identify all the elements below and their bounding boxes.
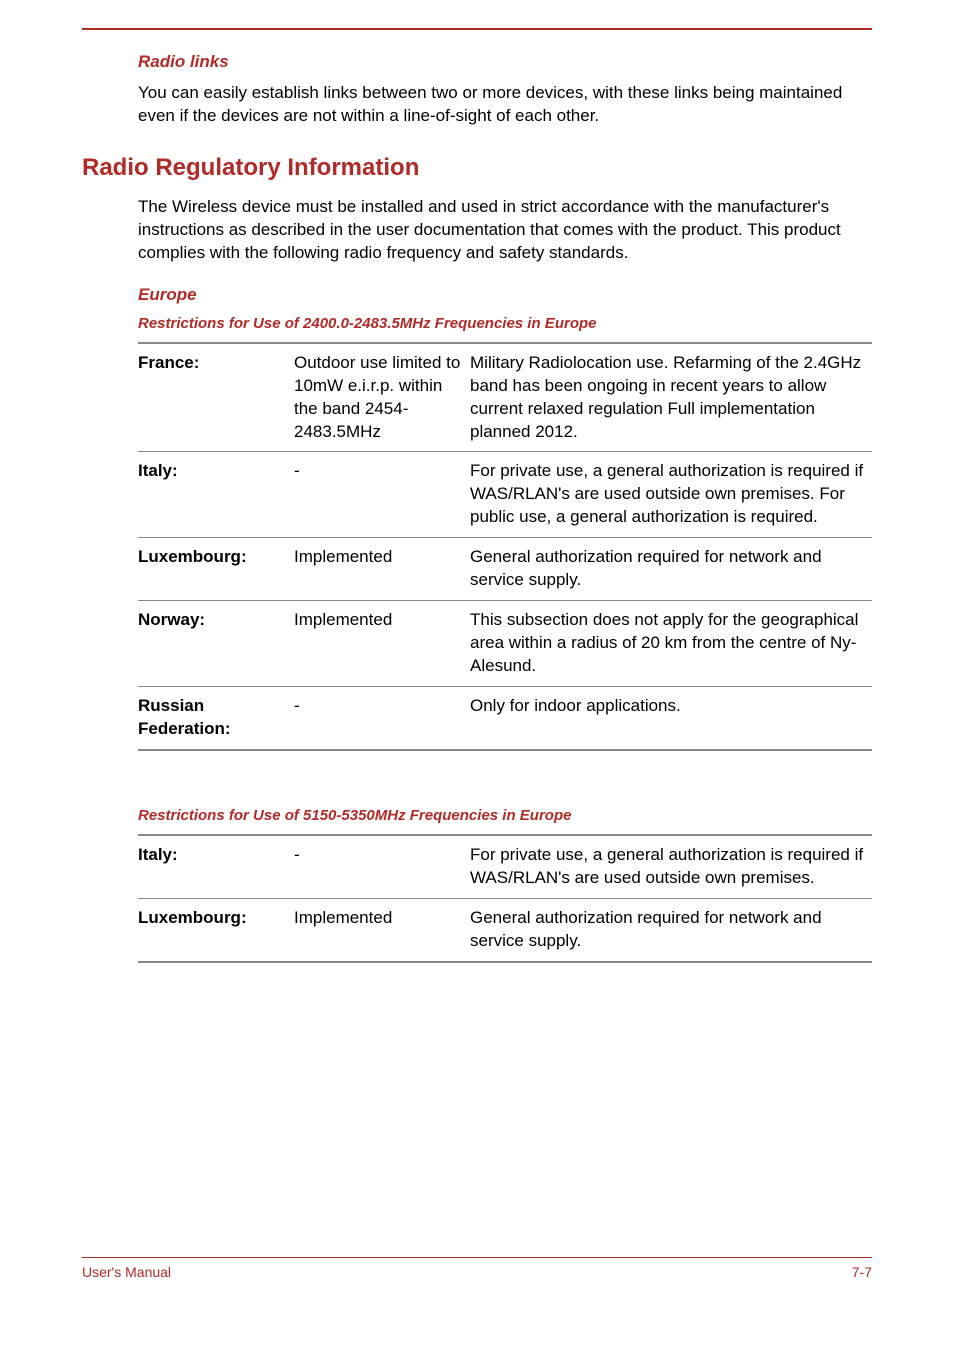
top-rule: [82, 28, 872, 30]
paragraph-radio-links: You can easily establish links between t…: [138, 82, 872, 128]
cell-notes: For private use, a general authorization…: [470, 835, 872, 898]
cell-country: Luxembourg:: [138, 538, 294, 601]
cell-notes: General authorization required for netwo…: [470, 538, 872, 601]
table-title-2400: Restrictions for Use of 2400.0-2483.5MHz…: [138, 315, 872, 332]
heading-radio-regulatory: Radio Regulatory Information: [82, 154, 872, 182]
spacer: [82, 751, 872, 799]
table-row: Norway: Implemented This subsection does…: [138, 601, 872, 687]
footer: User's Manual 7-7: [82, 1257, 872, 1280]
heading-europe: Europe: [138, 285, 872, 305]
cell-notes: For private use, a general authorization…: [470, 452, 872, 538]
cell-status: Implemented: [294, 601, 470, 687]
table-5150: Italy: - For private use, a general auth…: [138, 834, 872, 963]
cell-status: Outdoor use limited to 10mW e.i.r.p. wit…: [294, 343, 470, 452]
cell-notes: This subsection does not apply for the g…: [470, 601, 872, 687]
paragraph-regulatory-intro: The Wireless device must be installed an…: [138, 196, 872, 265]
table-row: Russian Federation: - Only for indoor ap…: [138, 686, 872, 749]
cell-status: Implemented: [294, 538, 470, 601]
table-2400: France: Outdoor use limited to 10mW e.i.…: [138, 342, 872, 751]
cell-status: -: [294, 835, 470, 898]
cell-country: Italy:: [138, 835, 294, 898]
cell-country: Luxembourg:: [138, 898, 294, 961]
footer-right: 7-7: [852, 1264, 872, 1280]
table-row: Italy: - For private use, a general auth…: [138, 835, 872, 898]
table-row: France: Outdoor use limited to 10mW e.i.…: [138, 343, 872, 452]
cell-notes: General authorization required for netwo…: [470, 898, 872, 961]
table-row: Luxembourg: Implemented General authoriz…: [138, 538, 872, 601]
footer-left: User's Manual: [82, 1264, 171, 1280]
cell-status: -: [294, 452, 470, 538]
cell-status: -: [294, 686, 470, 749]
heading-radio-links: Radio links: [138, 52, 872, 72]
page: Radio links You can easily establish lin…: [0, 0, 954, 1300]
table-title-5150: Restrictions for Use of 5150-5350MHz Fre…: [138, 807, 872, 824]
cell-notes: Military Radiolocation use. Refarming of…: [470, 343, 872, 452]
table-row: Italy: - For private use, a general auth…: [138, 452, 872, 538]
cell-country: Italy:: [138, 452, 294, 538]
cell-country: Norway:: [138, 601, 294, 687]
cell-country: Russian Federation:: [138, 686, 294, 749]
cell-status: Implemented: [294, 898, 470, 961]
cell-country: France:: [138, 343, 294, 452]
table-row: Luxembourg: Implemented General authoriz…: [138, 898, 872, 961]
cell-notes: Only for indoor applications.: [470, 686, 872, 749]
